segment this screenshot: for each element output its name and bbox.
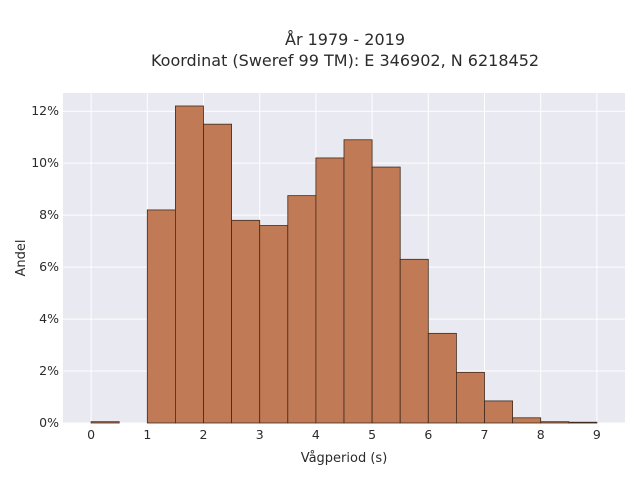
y-tick-label: 12% [31,103,59,118]
y-tick-label: 2% [39,363,59,378]
x-axis-label: Vågperiod (s) [301,451,388,466]
chart-title: År 1979 - 2019 [285,30,405,49]
histogram-bar [90,421,120,424]
y-tick-labels: 0% 2% 4% 6% 8% 10% 12% [31,103,59,430]
x-tick-label: 3 [256,427,264,442]
bars [90,105,598,424]
x-tick-label: 9 [593,427,601,442]
histogram-bar [484,400,514,424]
x-tick-label: 8 [537,427,545,442]
histogram-bar [512,417,542,424]
histogram-bar [455,371,485,424]
x-tick-label: 1 [143,427,151,442]
y-axis-label: Andel [14,240,29,277]
x-tick-labels: 0 1 2 3 4 5 6 7 8 9 [87,427,601,442]
histogram-bar [174,105,204,424]
histogram-bar [343,139,373,424]
x-tick-label: 0 [87,427,95,442]
histogram-bar [287,195,317,424]
chart-subtitle: Koordinat (Sweref 99 TM): E 346902, N 62… [151,51,539,70]
y-tick-label: 6% [39,259,59,274]
histogram-bar [371,166,401,424]
histogram-bar [203,123,233,424]
histogram-bar [568,421,598,424]
y-tick-label: 0% [39,415,59,430]
y-tick-label: 4% [39,311,59,326]
x-tick-label: 7 [481,427,489,442]
x-tick-label: 5 [368,427,376,442]
histogram-bar [399,258,429,424]
histogram-bar [259,225,289,424]
x-tick-label: 2 [200,427,208,442]
histogram-bar [231,219,261,424]
histogram-bar [315,157,345,424]
x-tick-label: 6 [424,427,432,442]
y-tick-label: 8% [39,207,59,222]
x-tick-label: 4 [312,427,320,442]
histogram-bar [427,332,457,424]
y-tick-label: 10% [31,155,59,170]
histogram-bar [540,421,570,424]
histogram-bar [146,209,176,424]
